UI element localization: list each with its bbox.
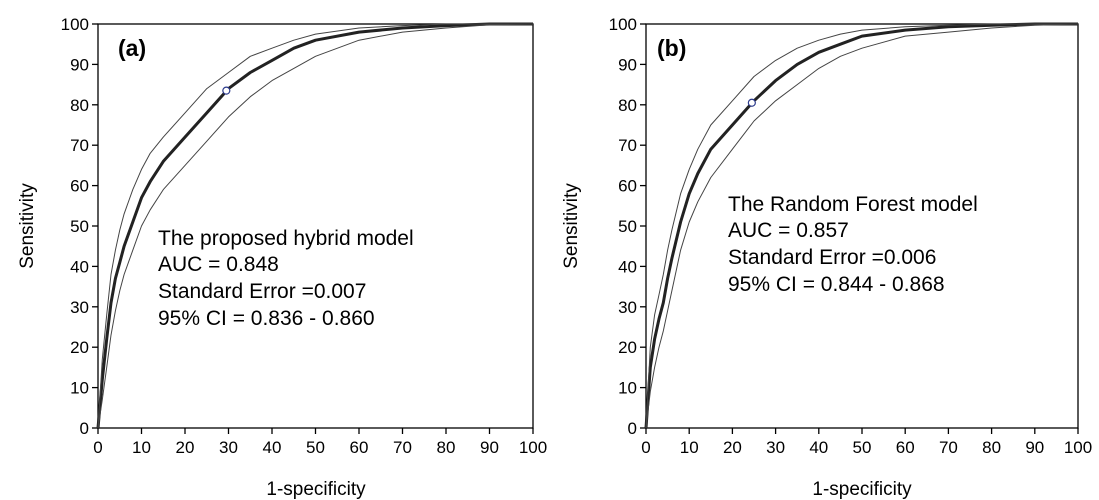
y-tick-label-b-50: 50 [618, 217, 637, 236]
y-tick-label-a-20: 20 [70, 338, 89, 357]
x-tick-label-a-90: 90 [480, 438, 499, 457]
y-tick-label-b-60: 60 [618, 177, 637, 196]
x-tick-label-a-100: 100 [519, 438, 547, 457]
x-tick-label-b-100: 100 [1064, 438, 1092, 457]
cutoff-point-b [747, 98, 756, 107]
y-tick-label-b-20: 20 [618, 338, 637, 357]
y-tick-label-a-40: 40 [70, 257, 89, 276]
x-axis-label-a: 1-specificity [266, 479, 366, 500]
y-tick-label-b-0: 0 [628, 419, 637, 438]
y-tick-label-a-50: 50 [70, 217, 89, 236]
x-tick-label-b-30: 30 [766, 438, 785, 457]
cutoff-point-a [222, 86, 231, 95]
y-tick-label-b-70: 70 [618, 136, 637, 155]
panel-label-b: (b) [657, 35, 686, 61]
ci-lower-curve-a [97, 23, 534, 429]
annotation-line-a-2: AUC = 0.848 [158, 253, 279, 276]
y-tick-label-a-100: 100 [61, 15, 89, 34]
roc-curve-a [96, 22, 533, 429]
annotation-line-a-3: Standard Error =0.007 [158, 280, 366, 303]
y-tick-label-a-80: 80 [70, 96, 89, 115]
y-axis-label-b: Sensitivity [561, 183, 582, 269]
x-axis-label-b: 1-specificity [812, 479, 912, 500]
x-tick-label-b-90: 90 [1025, 438, 1044, 457]
x-tick-label-a-70: 70 [393, 438, 412, 457]
y-tick-label-b-100: 100 [609, 15, 637, 34]
x-tick-label-a-80: 80 [437, 438, 456, 457]
y-tick-label-b-90: 90 [618, 55, 637, 74]
x-tick-label-b-80: 80 [982, 438, 1001, 457]
x-tick-label-b-60: 60 [896, 438, 915, 457]
y-tick-label-a-90: 90 [70, 55, 89, 74]
y-tick-label-b-30: 30 [618, 298, 637, 317]
y-tick-label-a-30: 30 [70, 298, 89, 317]
ci-upper-curve-a [97, 23, 533, 429]
roc-chart-b: (b) 1-specificity Sensitivity The Random… [561, 15, 1092, 500]
plot-frame-b [645, 23, 1079, 429]
annotation-line-a-4: 95% CI = 0.836 - 0.860 [158, 307, 375, 330]
y-tick-label-a-10: 10 [70, 379, 89, 398]
annotation-line-b-3: Standard Error =0.006 [728, 246, 936, 269]
x-tick-label-a-40: 40 [263, 438, 282, 457]
x-tick-label-b-20: 20 [723, 438, 742, 457]
plot-frame-a [97, 23, 534, 429]
x-tick-label-b-70: 70 [939, 438, 958, 457]
y-tick-label-b-40: 40 [618, 257, 637, 276]
x-tick-label-a-0: 0 [93, 438, 102, 457]
y-tick-label-a-70: 70 [70, 136, 89, 155]
ci-upper-curve-b [645, 23, 1078, 429]
roc-chart-a: (a) 1-specificity Sensitivity The propos… [17, 15, 547, 500]
panel-label-a: (a) [118, 35, 146, 61]
x-tick-label-a-20: 20 [176, 438, 195, 457]
x-tick-label-a-50: 50 [306, 438, 325, 457]
annotation-line-a-1: The proposed hybrid model [158, 227, 414, 250]
y-tick-label-a-0: 0 [80, 419, 89, 438]
y-tick-label-b-80: 80 [618, 96, 637, 115]
x-tick-label-b-50: 50 [853, 438, 872, 457]
annotation-line-b-1: The Random Forest model [728, 193, 978, 216]
annotation-line-b-4: 95% CI = 0.844 - 0.868 [728, 273, 945, 296]
annotation-line-b-2: AUC = 0.857 [728, 219, 849, 242]
x-tick-label-a-10: 10 [132, 438, 151, 457]
x-tick-label-b-0: 0 [641, 438, 650, 457]
y-axis-label-a: Sensitivity [17, 183, 38, 269]
x-tick-label-a-30: 30 [219, 438, 238, 457]
x-tick-label-a-60: 60 [350, 438, 369, 457]
ci-lower-curve-b [645, 23, 1079, 429]
x-tick-label-b-10: 10 [680, 438, 699, 457]
x-tick-label-b-40: 40 [809, 438, 828, 457]
y-tick-label-a-60: 60 [70, 177, 89, 196]
roc-curve-b [644, 22, 1078, 429]
y-tick-label-b-10: 10 [618, 379, 637, 398]
